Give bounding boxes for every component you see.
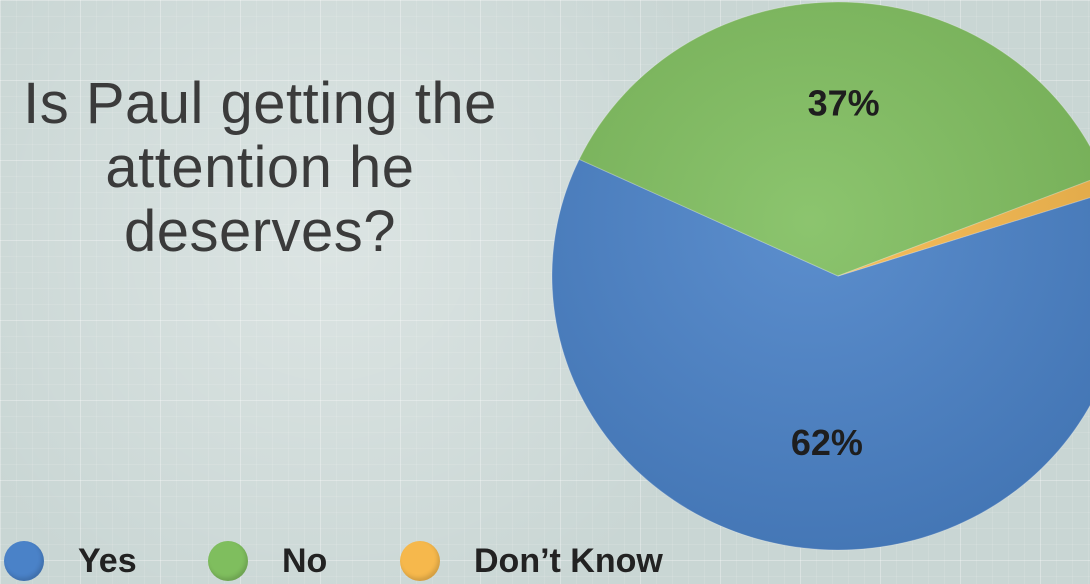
legend-label: Yes <box>78 541 137 580</box>
legend-swatch <box>208 541 248 581</box>
data-label-yes: 62% <box>791 422 863 463</box>
legend-item-yes: Yes <box>4 538 137 584</box>
chart-title: Is Paul getting the attention he deserve… <box>23 71 497 264</box>
legend-swatch <box>4 541 44 581</box>
legend-item-don-t-know: Don’t Know <box>400 538 663 584</box>
legend-swatch <box>400 541 440 581</box>
legend-label: No <box>282 541 328 580</box>
legend-item-no: No <box>208 538 327 584</box>
data-label-no: 37% <box>808 83 880 124</box>
legend-label: Don’t Know <box>474 541 663 580</box>
legend: Yes No Don’t Know <box>0 538 720 584</box>
